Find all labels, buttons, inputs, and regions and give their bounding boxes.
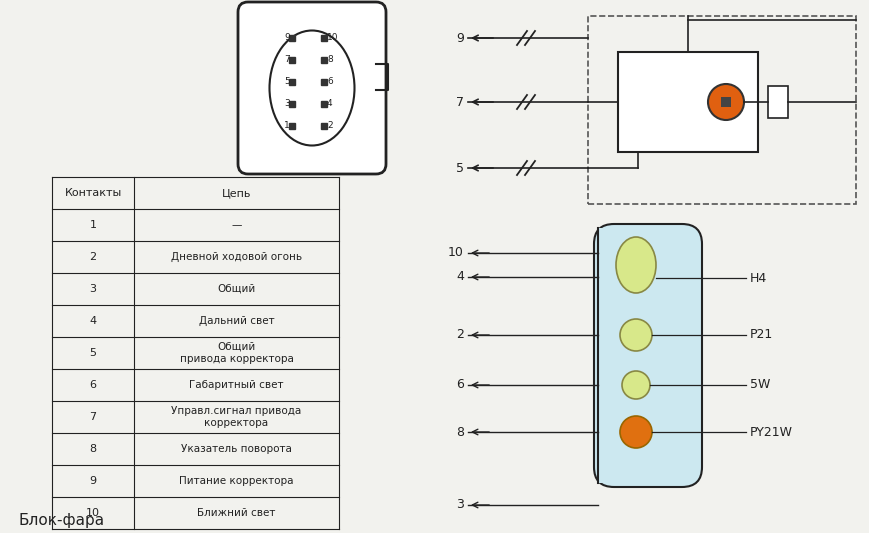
Ellipse shape [708, 84, 744, 120]
Text: 3: 3 [456, 498, 464, 512]
Text: 9: 9 [90, 476, 96, 486]
Ellipse shape [622, 371, 650, 399]
Text: 2: 2 [327, 122, 333, 131]
Text: Общий: Общий [217, 284, 255, 294]
Text: 2: 2 [456, 328, 464, 342]
Text: —: — [231, 220, 242, 230]
Ellipse shape [616, 237, 656, 293]
Text: 9: 9 [456, 31, 464, 44]
Text: Дальний свет: Дальний свет [199, 316, 275, 326]
Ellipse shape [269, 30, 355, 146]
Text: 8: 8 [456, 425, 464, 439]
Text: Указатель поворота: Указатель поворота [181, 444, 292, 454]
Text: 3: 3 [90, 284, 96, 294]
Text: Питание корректора: Питание корректора [179, 476, 294, 486]
Text: 8: 8 [327, 55, 333, 64]
Text: P21: P21 [750, 328, 773, 342]
Ellipse shape [620, 416, 652, 448]
Text: 6: 6 [327, 77, 333, 86]
Text: Управл.сигнал привода
корректора: Управл.сигнал привода корректора [171, 406, 302, 428]
Text: Ближний свет: Ближний свет [197, 508, 275, 518]
Text: PY21W: PY21W [750, 425, 793, 439]
Text: Цепь: Цепь [222, 188, 251, 198]
Text: 4: 4 [456, 271, 464, 284]
Bar [768, 86, 788, 118]
Text: 10: 10 [327, 34, 339, 43]
Text: Контакты: Контакты [64, 188, 122, 198]
Text: 6: 6 [456, 378, 464, 392]
Text: 10: 10 [86, 508, 100, 518]
Text: 5: 5 [456, 161, 464, 174]
Ellipse shape [620, 319, 652, 351]
Bar [598, 228, 604, 483]
Text: Дневной ходовой огонь: Дневной ходовой огонь [171, 252, 302, 262]
FancyBboxPatch shape [238, 2, 386, 174]
Bar [721, 97, 731, 107]
Text: Габаритный свет: Габаритный свет [189, 380, 284, 390]
Text: 4: 4 [90, 316, 96, 326]
Text: Общий
привода корректора: Общий привода корректора [180, 342, 294, 364]
Text: 5: 5 [90, 348, 96, 358]
Text: 6: 6 [90, 380, 96, 390]
Text: 4: 4 [327, 100, 333, 109]
Text: 9: 9 [284, 34, 290, 43]
Text: 7: 7 [456, 95, 464, 109]
Text: 10: 10 [448, 246, 464, 260]
Text: 8: 8 [90, 444, 96, 454]
Text: 5: 5 [284, 77, 290, 86]
Text: H4: H4 [750, 271, 767, 285]
Text: 1: 1 [90, 220, 96, 230]
Text: 7: 7 [90, 412, 96, 422]
Bar [618, 52, 758, 152]
Text: 5W: 5W [750, 378, 771, 392]
Text: 2: 2 [90, 252, 96, 262]
Text: 7: 7 [284, 55, 290, 64]
Text: 3: 3 [284, 100, 290, 109]
Text: Блок-фара: Блок-фара [18, 513, 104, 528]
Text: 1: 1 [284, 122, 290, 131]
Bar [588, 16, 856, 204]
FancyBboxPatch shape [594, 224, 702, 487]
